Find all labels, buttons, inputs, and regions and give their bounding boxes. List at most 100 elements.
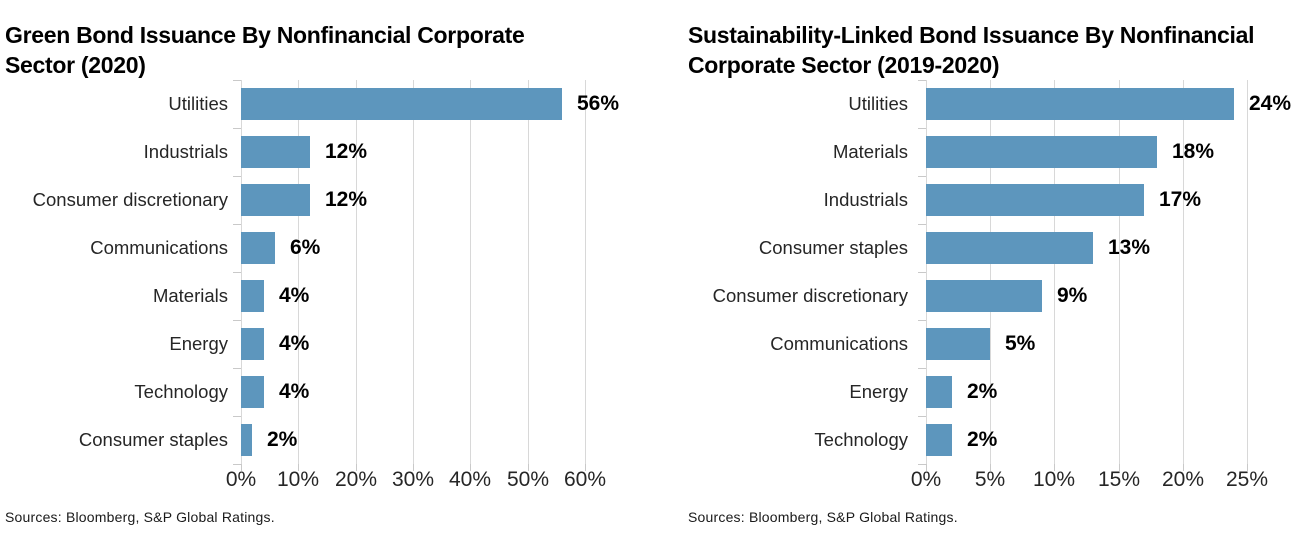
gridline — [1054, 80, 1055, 464]
x-axis-tick-label: 15% — [1097, 468, 1141, 491]
x-axis-tick — [1247, 464, 1248, 471]
bar-value-label: 2% — [967, 428, 998, 451]
chart-title: Green Bond Issuance By Nonfinancial Corp… — [5, 22, 525, 79]
chart-title: Sustainability-Linked Bond Issuance By N… — [688, 22, 1255, 79]
bar-value-label: 17% — [1159, 188, 1202, 211]
x-axis-tick — [470, 464, 471, 471]
bar — [241, 328, 264, 360]
plot-area: 24% 18% 17% 13% 9% 5% 2% 2% — [918, 80, 1312, 471]
y-axis-tick — [918, 128, 926, 129]
y-axis-tick — [918, 224, 926, 225]
bar — [241, 232, 275, 264]
x-axis-tick-label: 5% — [974, 468, 1006, 491]
gridline — [585, 80, 586, 464]
category-label: Utilities — [168, 93, 228, 114]
y-axis-tick — [233, 368, 241, 369]
y-axis-tick — [233, 320, 241, 321]
x-axis-tick — [926, 464, 927, 471]
x-axis-tick-label: 25% — [1225, 468, 1269, 491]
bar-value-label: 18% — [1172, 140, 1215, 163]
category-label: Consumer discretionary — [712, 285, 908, 306]
gridline — [298, 80, 299, 464]
y-axis-tick — [918, 320, 926, 321]
x-axis-tick — [990, 464, 991, 471]
y-axis-tick — [233, 176, 241, 177]
category-label: Technology — [814, 429, 908, 450]
bar — [926, 88, 1234, 120]
bar — [926, 376, 952, 408]
gridline — [241, 80, 242, 464]
plot-area: 56% 12% 12% 6% 4% 4% 4% 2% — [233, 80, 656, 471]
x-axis-tick-label: 0% — [225, 468, 257, 491]
category-label: Consumer staples — [758, 237, 908, 258]
gridline — [356, 80, 357, 464]
y-axis-tick — [918, 176, 926, 177]
category-label: Industrials — [143, 141, 228, 162]
gridline — [1247, 80, 1248, 464]
bar-value-label: 24% — [1249, 92, 1292, 115]
bar — [926, 232, 1093, 264]
bar-value-label: 12% — [325, 140, 368, 163]
bar — [241, 280, 264, 312]
bar — [241, 88, 562, 120]
y-axis-tick — [233, 224, 241, 225]
gridline — [1183, 80, 1184, 464]
y-axis-tick — [233, 80, 241, 81]
bar — [926, 280, 1042, 312]
y-axis-tick — [918, 80, 926, 81]
category-label: Consumer staples — [78, 429, 228, 450]
x-axis: 0% 10% 20% 30% 40% 50% 60% — [226, 468, 656, 494]
category-label: Materials — [152, 285, 228, 306]
gridline — [470, 80, 471, 464]
x-axis-tick — [1119, 464, 1120, 471]
gridline — [413, 80, 414, 464]
category-label: Utilities — [848, 93, 908, 114]
x-axis-tick-label: 10% — [1032, 468, 1076, 491]
bar-value-label: 4% — [279, 284, 310, 307]
y-axis-tick — [918, 464, 926, 465]
category-axis: Utilities Materials Industrials Consumer st… — [656, 80, 926, 464]
bar-value-label: 13% — [1108, 236, 1151, 259]
y-axis-tick — [233, 464, 241, 465]
x-axis-tick-label: 0% — [910, 468, 942, 491]
x-axis-tick-label: 10% — [276, 468, 320, 491]
bar-value-label: 2% — [267, 428, 298, 451]
bar — [241, 136, 310, 168]
category-label: Communications — [90, 237, 228, 258]
y-axis-tick — [233, 272, 241, 273]
x-axis-tick — [298, 464, 299, 471]
bar-value-label: 5% — [1005, 332, 1036, 355]
bar — [926, 424, 952, 456]
bar — [926, 328, 990, 360]
x-axis-tick-label: 40% — [448, 468, 492, 491]
y-axis-tick — [918, 416, 926, 417]
bar-value-label: 2% — [967, 380, 998, 403]
bar-value-label: 56% — [577, 92, 620, 115]
x-axis-tick — [1054, 464, 1055, 471]
x-axis-tick-label: 20% — [334, 468, 378, 491]
bar — [241, 376, 264, 408]
category-label: Technology — [134, 381, 228, 402]
bar-value-label: 6% — [290, 236, 321, 259]
category-label: Consumer discretionary — [32, 189, 228, 210]
category-label: Communications — [770, 333, 908, 354]
category-label: Energy — [169, 333, 228, 354]
bar — [241, 424, 252, 456]
x-axis-tick — [356, 464, 357, 471]
chart-panel-sustainability-linked-bond: Sustainability-Linked Bond Issuance By N… — [656, 0, 1312, 548]
bar-value-label: 9% — [1057, 284, 1088, 307]
chart-panel-green-bond: Green Bond Issuance By Nonfinancial Corp… — [5, 22, 656, 525]
x-axis-tick-label: 50% — [506, 468, 550, 491]
x-axis-tick — [1183, 464, 1184, 471]
bar — [926, 184, 1144, 216]
category-label: Energy — [849, 381, 908, 402]
bar — [926, 136, 1157, 168]
bar-value-label: 4% — [279, 332, 310, 355]
x-axis-tick-label: 60% — [563, 468, 607, 491]
sources-note: Sources: Bloomberg, S&P Global Ratings. — [5, 509, 275, 525]
x-axis-tick — [241, 464, 242, 471]
y-axis-tick — [233, 128, 241, 129]
x-axis-tick — [528, 464, 529, 471]
x-axis-tick-label: 30% — [391, 468, 435, 491]
